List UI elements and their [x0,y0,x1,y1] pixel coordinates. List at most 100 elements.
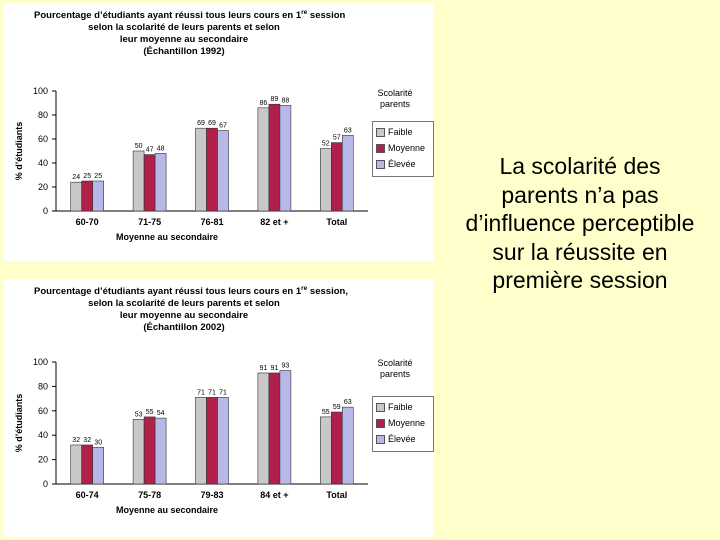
title-line-3: leur moyenne au secondaire [119,310,249,322]
bar [154,153,167,212]
bar-value-label: 53 [135,411,143,418]
bar [92,180,104,212]
bar-value-label: 55 [146,409,154,416]
legend-title-1992: Scolarité parents [377,88,413,109]
bar-value-label: 30 [94,439,102,446]
category-label: 79-83 [200,490,223,500]
bar [92,447,104,485]
bar-value-label: 63 [344,399,352,406]
chart-title-2002: Pourcentage d’étudiants ayant réussi tou… [34,283,348,334]
x-axis-label: Moyenne au secondaire [116,232,218,242]
bar [81,444,93,485]
y-axis-label: % d’étudiants [14,394,24,453]
bar-value-label: 89 [271,96,279,103]
bar-value-label: 50 [135,143,143,150]
legend-title-2002: Scolarité parents [377,358,413,379]
bar-value-label: 91 [271,365,279,372]
bar [268,372,281,485]
bar-value-label: 32 [83,437,91,444]
bar [279,370,292,485]
category-label: 84 et + [260,490,288,500]
bar [279,105,292,212]
category-label: 71-75 [138,217,161,227]
slide-caption: La scolarité des parents n’a pas d’influ… [465,153,695,293]
y-axis-label: % d’étudiants [14,122,24,181]
legend-item-elevee: Élevée [376,159,416,170]
bar [330,411,343,485]
y-tick-label: 60 [38,134,48,144]
bar [268,103,281,212]
y-tick-label: 100 [33,86,48,96]
bar-value-label: 54 [157,410,165,417]
bar [341,406,354,485]
bar-value-label: 93 [282,363,290,370]
bar [330,142,343,212]
title-line-1: Pourcentage d’étudiants ayant réussi tou… [34,9,346,22]
chart-panel-1992: Pourcentage d’étudiants ayant réussi tou… [4,3,434,261]
bar [319,416,332,485]
category-label: 60-70 [76,217,99,227]
y-tick-label: 100 [33,357,48,367]
bar-value-label: 91 [260,365,268,372]
bar-value-label: 69 [197,120,205,127]
bar-value-label: 59 [333,404,341,411]
y-tick-label: 80 [38,110,48,120]
bar-value-label: 55 [322,409,330,416]
category-label: Total [326,217,347,227]
title-line-4: (Échantillon 2002) [143,322,225,334]
y-tick-label: 40 [38,158,48,168]
bar [70,444,82,485]
category-label: 60-74 [76,490,99,500]
title-line-2: selon la scolarité de leurs parents et s… [88,298,280,310]
bar-value-label: 63 [344,127,352,134]
bar [341,135,354,212]
category-label: 75-78 [138,490,161,500]
bar [143,416,156,485]
legend-item-moyenne: Moyenne [376,143,425,154]
bar-value-label: 57 [333,135,341,142]
bar-value-label: 32 [72,437,80,444]
bar [217,130,229,212]
bar-value-label: 86 [260,100,268,107]
legend-1992: Faible Moyenne Élevée [372,121,434,177]
legend-item-elevee: Élevée [376,434,416,445]
chart-title-1992: Pourcentage d’étudiants ayant réussi tou… [34,7,346,58]
bar [195,127,207,212]
bar [132,419,145,485]
bar-value-label: 52 [322,141,330,148]
y-tick-label: 80 [38,381,48,391]
bar [132,150,145,212]
y-tick-label: 20 [38,455,48,465]
legend-item-moyenne: Moyenne [376,418,425,429]
legend-item-faible: Faible [376,402,413,413]
bar-value-label: 47 [146,147,154,154]
bar [206,397,218,485]
bar-value-label: 69 [208,120,216,127]
y-tick-label: 20 [38,182,48,192]
y-tick-label: 40 [38,430,48,440]
bar-value-label: 71 [208,389,216,396]
category-label: 82 et + [260,217,288,227]
bar [217,397,229,485]
bar [195,397,207,485]
chart-panel-2002: Pourcentage d’étudiants ayant réussi tou… [4,279,434,537]
y-tick-label: 0 [43,206,48,216]
category-label: 76-81 [200,217,223,227]
bar-value-label: 24 [72,174,80,181]
legend-2002: Faible Moyenne Élevée [372,396,434,452]
bar-value-label: 48 [157,145,165,152]
bar-value-label: 71 [219,389,227,396]
bar [206,127,218,212]
title-line-4: (Échantillon 1992) [143,46,225,58]
bar-value-label: 25 [94,173,102,180]
bar [257,372,270,485]
title-line-2: selon la scolarité de leurs parents et s… [88,22,280,34]
bar [319,148,332,212]
y-tick-label: 60 [38,406,48,416]
bar-value-label: 67 [219,123,227,130]
bar-value-label: 25 [83,173,91,180]
x-axis-label: Moyenne au secondaire [116,505,218,515]
bar [81,180,93,212]
